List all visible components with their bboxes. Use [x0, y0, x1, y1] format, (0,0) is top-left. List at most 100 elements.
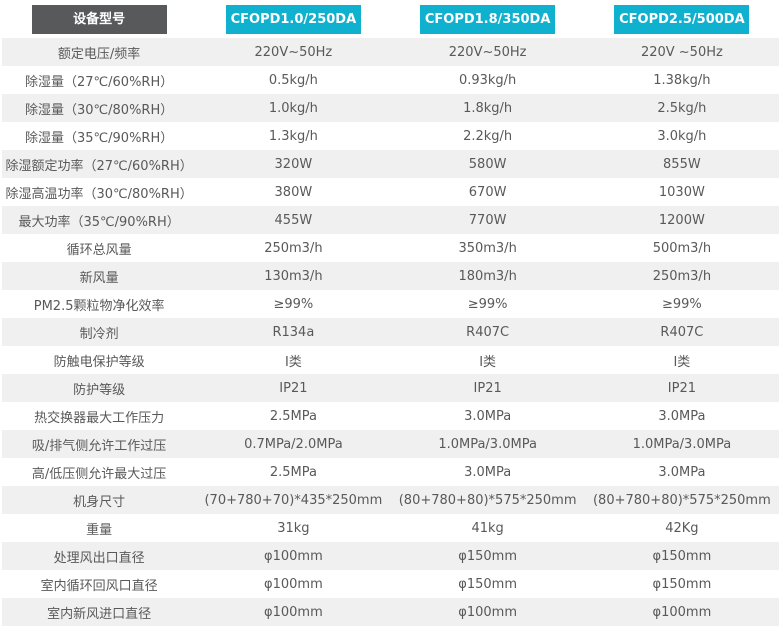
row-label: 最大功率（35℃/90%RH）: [18, 214, 180, 230]
device-model-header: 设备型号: [31, 5, 167, 34]
row-label: 防护等级: [73, 382, 126, 398]
row-value: IP21: [279, 380, 308, 396]
row-value: 1.0MPa/3.0MPa: [632, 436, 732, 452]
row-value: I类: [479, 354, 497, 370]
table-row: 防触电保护等级 I类 I类 I类: [2, 346, 779, 374]
table-row: 室内新风进口直径 φ100mm φ100mm φ100mm: [2, 598, 779, 626]
row-label: 重量: [86, 522, 113, 538]
model-header-1: CFOPD1.0/250DA: [225, 5, 361, 34]
header-cell: CFOPD2.5/500DA: [585, 5, 779, 34]
row-value: 250m3/h: [652, 268, 712, 284]
row-value: 320W: [274, 156, 313, 172]
row-value: 250m3/h: [264, 240, 323, 256]
table-row: 室内循环回风口直径 φ100mm φ150mm φ150mm: [2, 570, 779, 598]
row-label: 除湿量（35℃/90%RH）: [25, 130, 174, 146]
row-value: φ100mm: [264, 576, 323, 592]
row-label: 防触电保护等级: [53, 354, 145, 370]
row-value: (80+780+80)*575*250mm: [398, 492, 577, 508]
row-value: 0.5kg/h: [268, 72, 318, 88]
row-label: 除湿高温功率（30℃/80%RH）: [5, 186, 193, 202]
row-value: ≥99%: [467, 296, 508, 312]
row-value: 3.0MPa: [464, 408, 512, 424]
table-row: 制冷剂 R134a R407C R407C: [2, 318, 779, 346]
row-label: 处理风出口直径: [53, 550, 145, 566]
table-row: 机身尺寸 (70+780+70)*435*250mm (80+780+80)*575…: [2, 486, 779, 514]
table-row: 除湿量（35℃/90%RH） 1.3kg/h 2.2kg/h 3.0kg/h: [2, 122, 779, 150]
row-value: 580W: [468, 156, 507, 172]
model-header-2: CFOPD1.8/350DA: [420, 5, 556, 34]
table-row: PM2.5颗粒物净化效率 ≥99% ≥99% ≥99%: [2, 290, 779, 318]
row-value: 2.2kg/h: [463, 128, 513, 144]
row-value: 1.0MPa/3.0MPa: [438, 436, 537, 452]
table-header-row: 设备型号 CFOPD1.0/250DA CFOPD1.8/350DA CFOPD…: [2, 5, 779, 34]
table-row: 处理风出口直径 φ100mm φ150mm φ150mm: [2, 542, 779, 570]
table-row: 高/低压侧允许最大过压 2.5MPa 3.0MPa 3.0MPa: [2, 458, 779, 486]
row-value: 220V~50Hz: [448, 44, 527, 60]
table-row: 最大功率（35℃/90%RH） 455W 770W 1200W: [2, 206, 779, 234]
row-value: ≥99%: [661, 296, 702, 312]
row-value: 1.3kg/h: [268, 128, 318, 144]
row-value: φ100mm: [652, 604, 712, 620]
row-value: 455W: [274, 212, 313, 228]
row-value: φ100mm: [264, 548, 323, 564]
header-cell: CFOPD1.0/250DA: [196, 5, 390, 34]
row-value: 1.38kg/h: [653, 72, 711, 88]
row-label: 除湿额定功率（27℃/60%RH）: [5, 158, 193, 174]
row-label: 室内循环回风口直径: [40, 578, 158, 594]
table-row: 额定电压/频率 220V~50Hz 220V~50Hz 220V ~50Hz: [2, 38, 779, 66]
table-row: 热交换器最大工作压力 2.5MPa 3.0MPa 3.0MPa: [2, 402, 779, 430]
row-value: 2.5MPa: [269, 408, 317, 424]
row-value: 2.5MPa: [269, 464, 317, 480]
row-value: I类: [673, 354, 691, 370]
row-value: 1.8kg/h: [463, 100, 513, 116]
row-value: I类: [284, 354, 302, 370]
row-value: φ150mm: [652, 576, 712, 592]
row-value: 42Kg: [665, 520, 699, 536]
header-cell: 设备型号: [2, 5, 196, 34]
table-row: 吸/排气侧允许工作过压 0.7MPa/2.0MPa 1.0MPa/3.0MPa 1.0…: [2, 430, 779, 458]
row-value: R134a: [272, 324, 315, 340]
table-row: 除湿量（27℃/60%RH） 0.5kg/h 0.93kg/h 1.38kg/h: [2, 66, 779, 94]
row-value: 3.0MPa: [658, 408, 706, 424]
row-label: 循环总风量: [66, 242, 132, 258]
table-row: 除湿量（30℃/80%RH） 1.0kg/h 1.8kg/h 2.5kg/h: [2, 94, 779, 122]
row-value: 855W: [663, 156, 701, 172]
table-row: 重量 31kg 41kg 42Kg: [2, 514, 779, 542]
row-label: 机身尺寸: [73, 494, 126, 510]
model-header-3: CFOPD2.5/500DA: [614, 5, 750, 34]
row-label: 室内新风进口直径: [47, 606, 152, 622]
row-value: R407C: [660, 324, 704, 340]
row-value: 0.7MPa/2.0MPa: [244, 436, 343, 452]
table-row: 循环总风量 250m3/h 350m3/h 500m3/h: [2, 234, 779, 262]
row-label: 额定电压/频率: [57, 46, 141, 62]
table-row: 除湿额定功率（27℃/60%RH） 320W 580W 855W: [2, 150, 779, 178]
row-value: 31kg: [277, 520, 310, 536]
row-label: 除湿量（27℃/60%RH）: [25, 74, 174, 90]
row-label: 新风量: [79, 270, 119, 286]
row-value: 1030W: [658, 184, 705, 200]
row-value: φ150mm: [458, 576, 517, 592]
row-label: 高/低压侧允许最大过压: [31, 466, 167, 482]
row-value: 220V~50Hz: [254, 44, 333, 60]
row-label: PM2.5颗粒物净化效率: [33, 298, 165, 314]
row-value: 0.93kg/h: [458, 72, 517, 88]
row-label: 除湿量（30℃/80%RH）: [25, 102, 174, 118]
row-value: 2.5kg/h: [657, 100, 707, 116]
row-value: 670W: [468, 184, 507, 200]
row-value: 41kg: [471, 520, 504, 536]
row-value: 180m3/h: [458, 268, 517, 284]
row-value: 1.0kg/h: [268, 100, 318, 116]
row-value: 350m3/h: [458, 240, 517, 256]
row-value: IP21: [667, 380, 696, 396]
row-value: 500m3/h: [652, 240, 712, 256]
row-value: 380W: [274, 184, 313, 200]
row-value: 3.0MPa: [658, 464, 706, 480]
table-row: 防护等级 IP21 IP21 IP21: [2, 374, 779, 402]
row-value: 1200W: [658, 212, 705, 228]
row-value: 3.0MPa: [464, 464, 512, 480]
header-cell: CFOPD1.8/350DA: [391, 5, 585, 34]
table-body: 额定电压/频率 220V~50Hz 220V~50Hz 220V ~50Hz 除湿量（…: [2, 38, 779, 626]
row-value: φ100mm: [264, 604, 323, 620]
table-row: 除湿高温功率（30℃/80%RH） 380W 670W 1030W: [2, 178, 779, 206]
